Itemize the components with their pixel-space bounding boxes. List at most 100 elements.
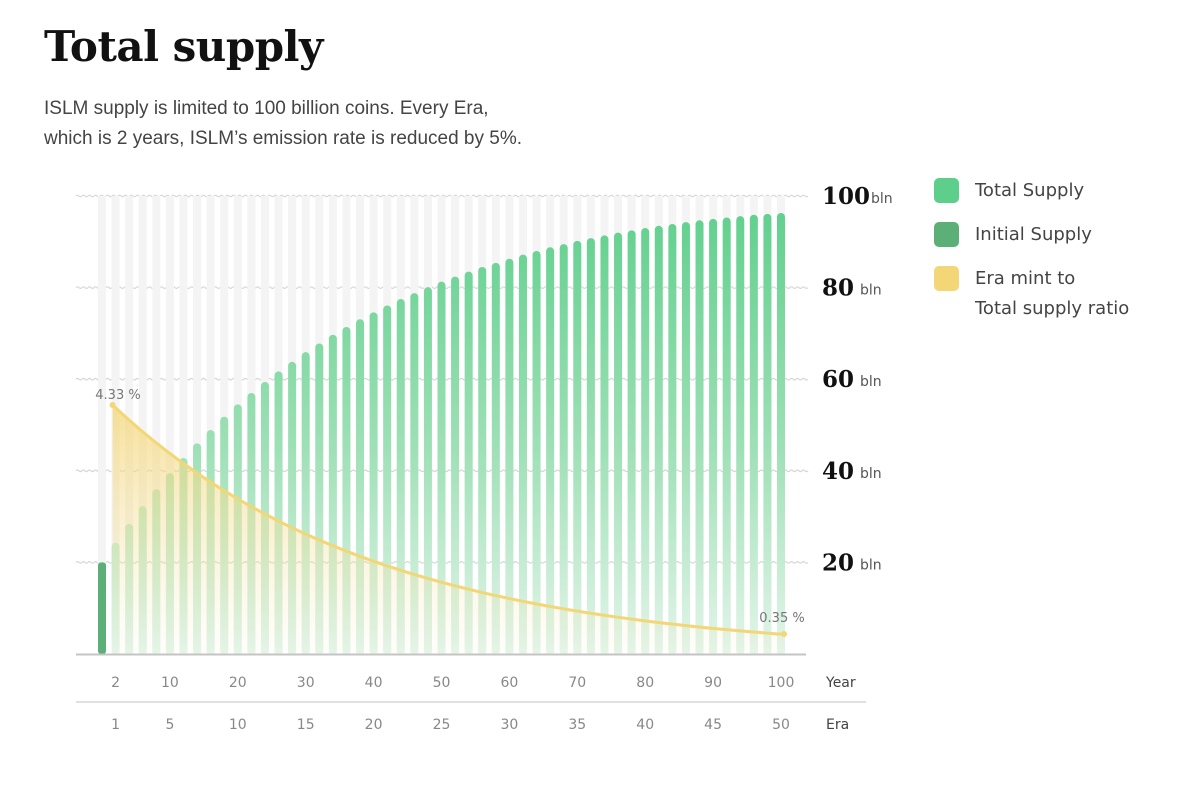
total-supply-bar <box>600 235 609 654</box>
bar-track <box>193 196 202 654</box>
year-tick-label: 80 <box>636 675 654 691</box>
legend-label-line: Initial Supply <box>975 224 1092 245</box>
year-tick-label: 100 <box>768 675 795 691</box>
y-tick: 100 bln <box>822 183 893 210</box>
legend-label-line: Total supply ratio <box>975 298 1130 319</box>
legend-label: Total Supply <box>975 176 1084 206</box>
initial-supply-bar <box>98 562 106 654</box>
total-supply-bar <box>559 244 568 654</box>
y-tick-value: 60 <box>822 366 854 393</box>
y-tick-value: 100 <box>822 183 870 210</box>
legend-item-ratio: Era mint to Total supply ratio <box>934 264 1129 324</box>
year-tick-label: 50 <box>433 675 451 691</box>
ratio-end-label: 0.35 % <box>759 611 804 626</box>
era-tick-label: 15 <box>297 717 315 733</box>
legend-label: Era mint to Total supply ratio <box>975 264 1129 324</box>
total-supply-bar <box>437 281 446 654</box>
y-tick-value: 20 <box>822 549 854 576</box>
total-supply-bar <box>518 254 527 654</box>
legend-label-line: Total Supply <box>975 180 1085 201</box>
year-tick-label: 30 <box>297 675 315 691</box>
total-supply-bar <box>546 247 555 654</box>
subtitle-line: ISLM supply is limited to 100 billion co… <box>44 98 489 119</box>
era-tick-label: 35 <box>568 717 586 733</box>
total-supply-bar <box>478 266 487 654</box>
total-supply-bar <box>410 293 419 654</box>
total-supply-bar <box>722 217 731 654</box>
total-supply-bar <box>695 220 704 655</box>
ratio-line <box>111 403 786 636</box>
bar-track <box>152 196 161 654</box>
y-tick: 80 bln <box>822 275 882 302</box>
y-tick-unit: bln <box>860 557 882 573</box>
era-tick-label: 25 <box>433 717 451 733</box>
legend-swatch <box>934 178 959 203</box>
legend-item-initial-supply: Initial Supply <box>934 220 1129 250</box>
y-tick: 60 bln <box>822 366 882 393</box>
legend-label-line: Era mint to <box>975 268 1076 289</box>
total-supply-bar <box>491 262 500 654</box>
total-supply-bar <box>681 222 690 654</box>
era-tick-label: 5 <box>165 717 174 733</box>
total-supply-bar <box>641 228 650 654</box>
era-tick-label: 50 <box>772 717 790 733</box>
bar-track <box>165 196 174 654</box>
ratio-area <box>112 405 785 654</box>
total-supply-bar <box>396 299 405 654</box>
total-supply-bar <box>505 258 514 654</box>
total-supply-bar <box>777 212 785 655</box>
page-title: Total supply <box>44 22 323 71</box>
y-tick: 20 bln <box>822 549 882 576</box>
total-supply-bar <box>736 216 745 655</box>
year-tick-label: 60 <box>500 675 518 691</box>
legend-item-total-supply: Total Supply <box>934 176 1129 206</box>
y-tick-unit: bln <box>871 191 893 207</box>
year-axis-label: Year <box>825 675 856 691</box>
legend-label: Initial Supply <box>975 220 1092 250</box>
era-tick-label: 45 <box>704 717 722 733</box>
era-axis-label: Era <box>826 717 849 733</box>
ratio-start-label: 4.33 % <box>95 388 140 403</box>
era-tick-label: 10 <box>229 717 247 733</box>
total-supply-bar <box>586 238 595 655</box>
page-subtitle: ISLM supply is limited to 100 billion co… <box>44 94 604 154</box>
y-tick-unit: bln <box>860 283 882 299</box>
era-tick-label: 20 <box>365 717 383 733</box>
legend-swatch <box>934 222 959 247</box>
y-tick-unit: bln <box>860 374 882 390</box>
ratio-start-point <box>109 402 116 408</box>
total-supply-bar <box>749 214 758 654</box>
year-tick-label: 20 <box>229 675 247 691</box>
y-tick: 40 bln <box>822 458 882 485</box>
total-supply-bar <box>654 225 663 654</box>
total-supply-bar <box>464 271 473 654</box>
era-tick-label: 30 <box>500 717 518 733</box>
year-tick-label: 40 <box>365 675 383 691</box>
y-tick-value: 80 <box>822 275 854 302</box>
subtitle-line: which is 2 years, ISLM’s emission rate i… <box>44 128 523 149</box>
y-tick-value: 40 <box>822 458 854 485</box>
era-tick-label: 40 <box>636 717 654 733</box>
bar-track <box>179 196 188 654</box>
total-supply-bar <box>573 240 582 654</box>
year-tick-label: 70 <box>568 675 586 691</box>
bar-track <box>206 196 215 654</box>
total-supply-bar <box>627 230 636 654</box>
total-supply-bar <box>709 218 718 654</box>
year-tick-label: 10 <box>161 675 179 691</box>
total-supply-bar <box>668 223 677 655</box>
total-supply-bar <box>423 287 432 654</box>
ratio-end-point <box>781 631 787 637</box>
year-tick-label: 90 <box>704 675 722 691</box>
era-tick-label: 1 <box>111 717 120 733</box>
total-supply-bar <box>451 276 460 654</box>
total-supply-bar <box>763 213 772 654</box>
total-supply-bar <box>614 232 623 654</box>
bar-track <box>138 196 147 654</box>
year-tick-label: 2 <box>111 675 120 691</box>
chart-legend: Total Supply Initial Supply Era mint to … <box>934 176 1129 338</box>
legend-swatch <box>934 266 959 291</box>
total-supply-bar <box>532 250 541 654</box>
bar-track <box>98 196 106 654</box>
